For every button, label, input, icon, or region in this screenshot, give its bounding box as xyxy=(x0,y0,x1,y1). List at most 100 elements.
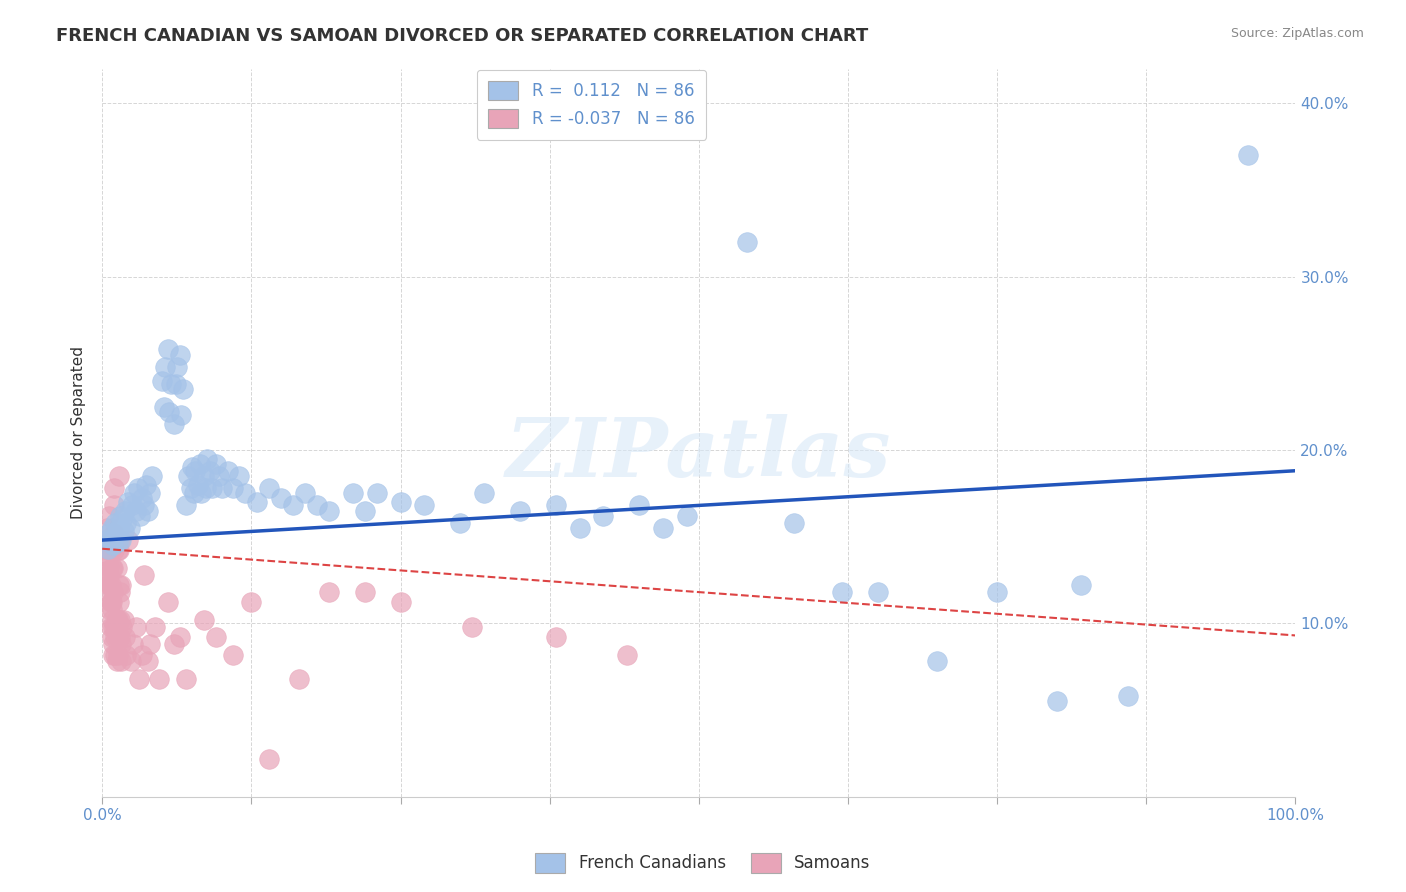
Point xyxy=(97,585,120,599)
Point xyxy=(150,374,173,388)
Point xyxy=(104,648,127,662)
Text: Source: ZipAtlas.com: Source: ZipAtlas.com xyxy=(1230,27,1364,40)
Point xyxy=(136,655,159,669)
Point xyxy=(259,481,281,495)
Text: FRENCH CANADIAN VS SAMOAN DIVORCED OR SEPARATED CORRELATION CHART: FRENCH CANADIAN VS SAMOAN DIVORCED OR SE… xyxy=(56,27,869,45)
Point xyxy=(105,533,128,547)
Point xyxy=(105,524,128,539)
Point xyxy=(101,620,124,634)
Point xyxy=(94,564,117,578)
Point xyxy=(141,469,163,483)
Point xyxy=(193,469,215,483)
Point xyxy=(544,630,567,644)
Point xyxy=(163,417,186,431)
Point xyxy=(195,451,218,466)
Point xyxy=(108,585,131,599)
Point xyxy=(100,595,122,609)
Point xyxy=(246,495,269,509)
Point xyxy=(107,648,129,662)
Point xyxy=(108,578,131,592)
Point xyxy=(120,655,142,669)
Point xyxy=(124,620,146,634)
Point xyxy=(124,503,146,517)
Point xyxy=(160,377,183,392)
Point xyxy=(127,481,149,495)
Point xyxy=(105,613,128,627)
Point xyxy=(118,521,141,535)
Point xyxy=(100,620,122,634)
Point xyxy=(139,637,162,651)
Point xyxy=(305,499,328,513)
Point xyxy=(100,578,122,592)
Point xyxy=(124,486,146,500)
Point xyxy=(112,613,135,627)
Point xyxy=(172,382,194,396)
Point xyxy=(155,359,177,374)
Point xyxy=(831,585,853,599)
Point xyxy=(866,585,889,599)
Point xyxy=(177,469,200,483)
Point xyxy=(104,516,127,530)
Point xyxy=(101,637,124,651)
Point xyxy=(353,503,375,517)
Point xyxy=(270,491,292,506)
Point xyxy=(131,491,153,506)
Point xyxy=(117,495,139,509)
Point xyxy=(235,486,257,500)
Point xyxy=(104,630,127,644)
Point xyxy=(101,538,124,552)
Point xyxy=(110,533,132,547)
Point xyxy=(179,481,201,495)
Legend: French Canadians, Samoans: French Canadians, Samoans xyxy=(529,847,877,880)
Point xyxy=(103,526,125,541)
Point xyxy=(103,499,125,513)
Point xyxy=(1236,148,1258,162)
Point xyxy=(98,578,121,592)
Point xyxy=(735,235,758,249)
Point xyxy=(652,521,675,535)
Point xyxy=(180,460,202,475)
Point xyxy=(97,543,120,558)
Legend: R =  0.112   N = 86, R = -0.037   N = 86: R = 0.112 N = 86, R = -0.037 N = 86 xyxy=(477,70,706,140)
Point xyxy=(135,477,157,491)
Point xyxy=(100,561,122,575)
Point xyxy=(108,613,131,627)
Point xyxy=(100,533,122,547)
Point xyxy=(1118,689,1140,703)
Point xyxy=(211,481,233,495)
Point xyxy=(110,637,132,651)
Point xyxy=(94,533,117,547)
Point xyxy=(240,595,263,609)
Point xyxy=(193,613,215,627)
Point xyxy=(217,464,239,478)
Point xyxy=(389,595,412,609)
Point xyxy=(153,400,176,414)
Point xyxy=(108,508,131,523)
Point xyxy=(143,620,166,634)
Point xyxy=(97,541,120,556)
Point xyxy=(187,477,209,491)
Point xyxy=(201,481,224,495)
Point xyxy=(114,503,136,517)
Point xyxy=(927,655,949,669)
Point xyxy=(98,508,121,523)
Point xyxy=(174,499,197,513)
Point xyxy=(136,503,159,517)
Point xyxy=(122,637,145,651)
Point xyxy=(93,533,115,547)
Point xyxy=(544,499,567,513)
Point xyxy=(108,533,131,547)
Point xyxy=(98,559,121,574)
Point xyxy=(342,486,364,500)
Point xyxy=(108,543,131,558)
Point xyxy=(184,464,207,478)
Point xyxy=(461,620,484,634)
Point xyxy=(111,512,134,526)
Point xyxy=(318,585,340,599)
Point xyxy=(96,573,118,587)
Point xyxy=(169,348,191,362)
Point xyxy=(616,648,638,662)
Point xyxy=(114,630,136,644)
Point xyxy=(132,499,155,513)
Point xyxy=(108,595,131,609)
